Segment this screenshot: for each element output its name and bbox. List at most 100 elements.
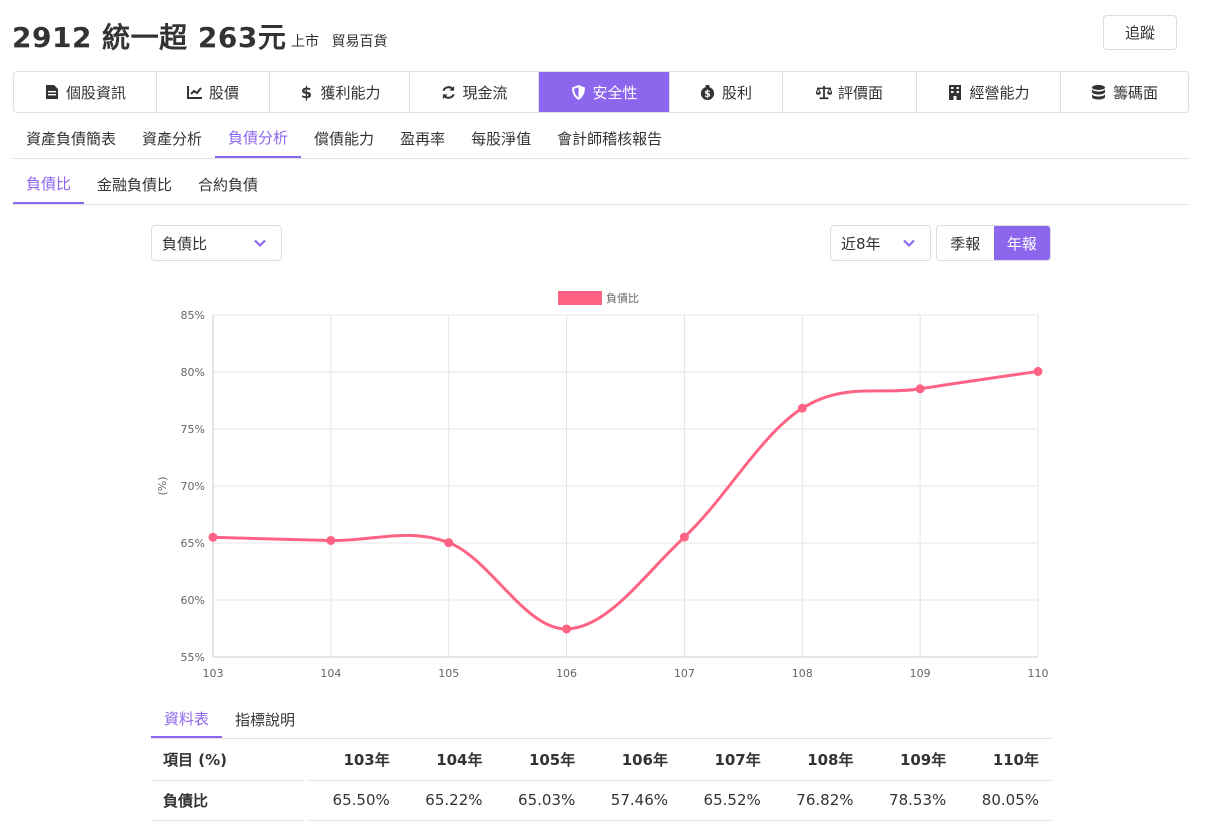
stock-meta: 上市 貿易百貨 bbox=[291, 31, 395, 51]
sub-tabs: 資產負債簡表 資產分析 負債分析 償債能力 盈再率 每股淨值 會計師稽核報告 bbox=[13, 118, 1189, 159]
database-icon bbox=[1091, 84, 1107, 100]
table-cell: 65.22% bbox=[401, 780, 495, 821]
subtab-asset-analysis[interactable]: 資產分析 bbox=[142, 129, 203, 148]
annual-button[interactable]: 年報 bbox=[993, 226, 1050, 260]
x-tick-label: 103 bbox=[203, 667, 224, 680]
market-label: 上市 bbox=[291, 34, 319, 50]
track-button[interactable]: 追蹤 bbox=[1103, 15, 1177, 50]
data-point bbox=[208, 532, 218, 542]
data-point bbox=[1033, 366, 1043, 376]
chevron-down-icon bbox=[253, 236, 267, 254]
data-point bbox=[797, 403, 807, 413]
metric-tabs: 負債比 金融負債比 合約負債 bbox=[13, 164, 1189, 205]
x-tick-label: 104 bbox=[320, 667, 341, 680]
table-header-year: 103年 bbox=[309, 740, 402, 781]
data-point bbox=[562, 624, 572, 634]
tab-operations[interactable]: 經營能力 bbox=[917, 72, 1061, 112]
table-header-year: 104年 bbox=[401, 740, 495, 781]
x-tick-label: 108 bbox=[792, 667, 813, 680]
stock-title: 2912 統一超 263元 bbox=[12, 21, 287, 54]
chevron-down-icon bbox=[902, 236, 916, 254]
svg-text:$: $ bbox=[705, 89, 712, 100]
data-table: 項目 (%) 103年 104年 105年 106年 107年 108年 109… bbox=[151, 740, 1051, 821]
table-cell: 78.53% bbox=[865, 780, 959, 821]
table-header-year: 107年 bbox=[680, 740, 773, 781]
table-row: 負債比 65.50% 65.22% 65.03% 57.46% 65.52% 7… bbox=[151, 780, 1051, 821]
stock-header: 2912 統一超 263元 上市 貿易百貨 追蹤 bbox=[12, 14, 1177, 58]
metric-select-value: 負債比 bbox=[162, 234, 208, 253]
table-header-year: 110年 bbox=[958, 740, 1051, 781]
tab-debt-ratio[interactable]: 負債比 bbox=[13, 164, 85, 204]
table-cell: 65.50% bbox=[309, 780, 402, 821]
shield-icon bbox=[570, 84, 586, 100]
table-header-year: 109年 bbox=[865, 740, 959, 781]
tab-financial-debt-ratio[interactable]: 金融負債比 bbox=[97, 175, 173, 194]
legend-swatch bbox=[558, 291, 602, 305]
y-tick-label: 65% bbox=[181, 537, 205, 550]
quarterly-button[interactable]: 季報 bbox=[950, 234, 981, 253]
data-point bbox=[679, 532, 689, 542]
period-toggle: 季報 年報 bbox=[936, 225, 1051, 261]
y-tick-label: 55% bbox=[181, 651, 205, 664]
building-icon bbox=[947, 84, 963, 100]
range-select[interactable]: 近8年 bbox=[830, 225, 931, 261]
chart-svg: 85% 80% 75% 70% 65% 60% 55% 103 104 105 106 107 108 1… bbox=[156, 291, 1049, 680]
data-point bbox=[326, 535, 336, 545]
subtab-balance-summary[interactable]: 資產負債簡表 bbox=[26, 129, 117, 148]
series-line bbox=[212, 369, 1039, 631]
tab-valuation[interactable]: 評價面 bbox=[783, 72, 917, 112]
table-header-row: 項目 (%) 103年 104年 105年 106年 107年 108年 109… bbox=[151, 740, 1051, 781]
y-tick-label: 60% bbox=[181, 594, 205, 607]
tab-indicator-notes[interactable]: 指標說明 bbox=[235, 710, 296, 729]
tab-dividend[interactable]: $ 股利 bbox=[670, 72, 783, 112]
table-cell: 65.03% bbox=[494, 780, 588, 821]
tab-contract-liabilities[interactable]: 合約負債 bbox=[198, 175, 259, 194]
x-tick-label: 105 bbox=[438, 667, 459, 680]
chart-line-icon bbox=[186, 84, 203, 100]
y-tick-label: 70% bbox=[181, 480, 205, 493]
x-tick-label: 106 bbox=[556, 667, 577, 680]
table-header-year: 105年 bbox=[494, 740, 588, 781]
tab-safety[interactable]: 安全性 bbox=[539, 72, 670, 112]
y-tick-label: 75% bbox=[181, 423, 205, 436]
balance-scale-icon bbox=[815, 84, 832, 100]
table-cell: 57.46% bbox=[587, 780, 680, 821]
x-tick-label: 109 bbox=[910, 667, 931, 680]
subtab-reinvestment-rate[interactable]: 盈再率 bbox=[400, 129, 446, 148]
y-tick-label: 85% bbox=[181, 309, 205, 322]
tab-data-table[interactable]: 資料表 bbox=[151, 700, 223, 738]
tab-price[interactable]: 股價 bbox=[157, 72, 270, 112]
metric-select[interactable]: 負債比 bbox=[151, 225, 282, 261]
data-point bbox=[444, 538, 454, 548]
subtab-liability-analysis[interactable]: 負債分析 bbox=[215, 118, 302, 158]
range-select-value: 近8年 bbox=[841, 234, 881, 253]
file-icon bbox=[44, 84, 60, 100]
data-point bbox=[915, 384, 925, 394]
x-tick-label: 107 bbox=[674, 667, 695, 680]
subtab-bvps[interactable]: 每股淨值 bbox=[471, 129, 532, 148]
table-cell: 80.05% bbox=[958, 780, 1051, 821]
subtab-solvency[interactable]: 償債能力 bbox=[314, 129, 375, 148]
y-axis-label: (%) bbox=[156, 476, 169, 495]
table-header-item: 項目 (%) bbox=[151, 740, 303, 781]
y-tick-label: 80% bbox=[181, 366, 205, 379]
subtab-audit-report[interactable]: 會計師稽核報告 bbox=[557, 129, 663, 148]
money-bag-icon: $ bbox=[700, 84, 716, 100]
table-header-year: 106年 bbox=[587, 740, 680, 781]
sync-icon bbox=[440, 84, 456, 100]
x-tick-label: 110 bbox=[1028, 667, 1049, 680]
debt-ratio-chart: 85% 80% 75% 70% 65% 60% 55% 103 104 105 106 107 108 1… bbox=[151, 280, 1051, 690]
tab-profitability[interactable]: $ 獲利能力 bbox=[270, 72, 410, 112]
tab-chips[interactable]: 籌碼面 bbox=[1061, 72, 1188, 112]
table-header-year: 108年 bbox=[772, 740, 866, 781]
table-tabs: 資料表 指標說明 bbox=[151, 700, 1051, 739]
legend-label: 負債比 bbox=[606, 291, 639, 305]
tab-stock-info[interactable]: 個股資訊 bbox=[14, 72, 157, 112]
table-cell: 76.82% bbox=[772, 780, 866, 821]
tab-cashflow[interactable]: 現金流 bbox=[410, 72, 539, 112]
table-cell: 65.52% bbox=[680, 780, 773, 821]
industry-label: 貿易百貨 bbox=[331, 34, 388, 50]
dollar-icon: $ bbox=[300, 82, 313, 102]
row-label: 負債比 bbox=[151, 780, 303, 821]
main-tabs: 個股資訊 股價 $ 獲利能力 現金流 安全性 $ 股利 評價面 經營能力 籌碼面 bbox=[13, 71, 1189, 113]
